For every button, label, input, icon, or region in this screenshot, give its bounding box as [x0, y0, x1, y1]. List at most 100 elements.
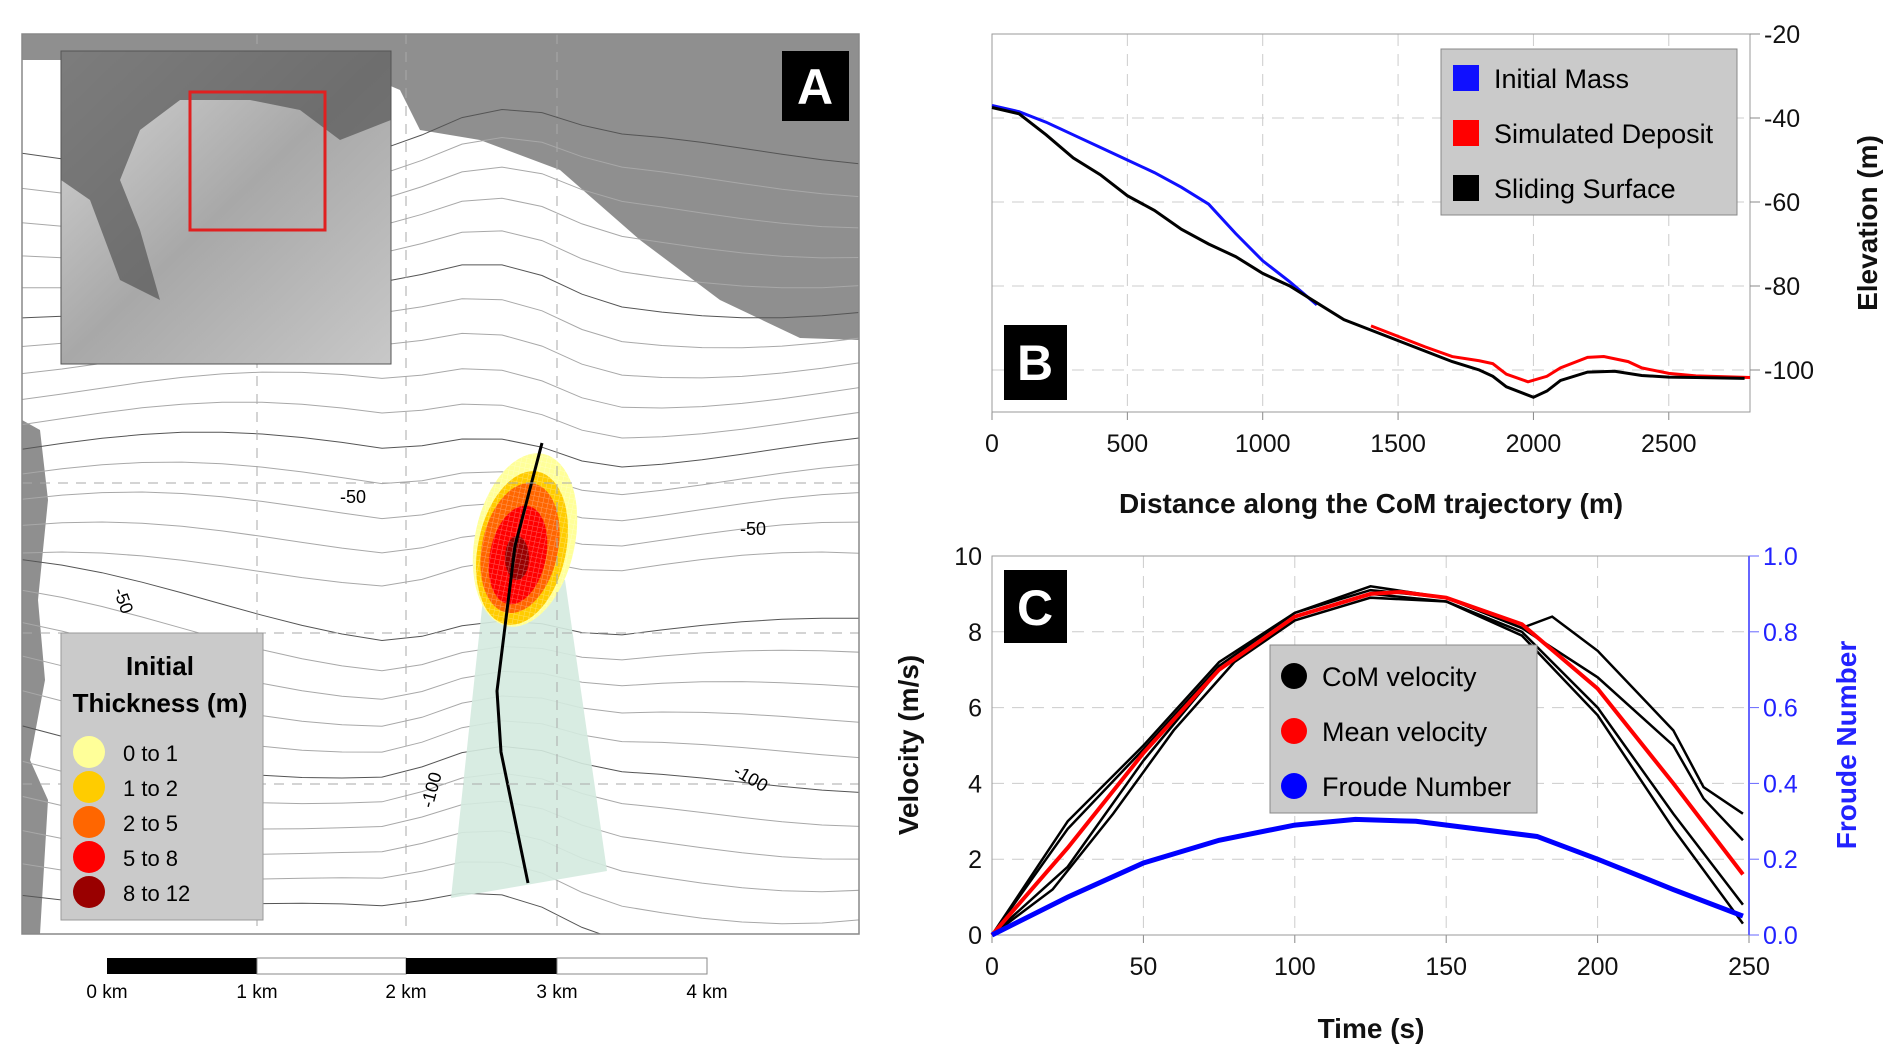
y-tick-label: -80	[1764, 273, 1800, 301]
plot-frame	[991, 33, 1751, 413]
legend-label: Froude Number	[1322, 772, 1511, 802]
y-tick-label: -60	[1764, 189, 1800, 217]
y2-tick-label: 0.4	[1763, 770, 1798, 798]
legend-swatch	[1453, 65, 1479, 91]
contour-line	[22, 521, 859, 580]
y2-tick-label: 0.0	[1763, 922, 1798, 950]
contour-line	[22, 368, 859, 409]
legend-swatch	[73, 736, 105, 768]
contour-line	[22, 491, 859, 550]
chart-panel-C: 0 50 100 150 200 250 0 2 4 6 8 10 0.0 0.2 0.4 0.6 0.8 1.0…	[893, 543, 1862, 1044]
legend-swatch	[73, 841, 105, 873]
x-tick-label: 150	[1425, 953, 1467, 981]
series-line-mean-velocity	[990, 589, 1745, 937]
x-axis-label: Time (s)	[1318, 1013, 1425, 1044]
y-tick-label: -100	[1764, 357, 1814, 385]
x-tick-label: 200	[1577, 953, 1619, 981]
panel-label: C	[1017, 580, 1053, 636]
y-tick-label: 4	[968, 770, 982, 798]
series-line-initial-mass	[991, 103, 1318, 307]
x-tick-label: 1500	[1370, 430, 1426, 458]
y-axis-label: Velocity (m/s)	[893, 655, 924, 836]
y-tick-label: 6	[968, 695, 982, 723]
scale-label: 1 km	[236, 982, 277, 1003]
x-tick-label: 100	[1274, 953, 1316, 981]
legend-swatch	[1453, 120, 1479, 146]
series-line-sliding-surface	[991, 106, 1745, 399]
legend-label: 8 to 12	[123, 881, 190, 906]
legend-swatch	[1281, 718, 1307, 744]
x-tick-label: 0	[985, 430, 999, 458]
y-tick-label: 8	[968, 619, 982, 647]
panel-label: A	[797, 59, 833, 115]
y-axis-label: Elevation (m)	[1852, 135, 1883, 311]
x-tick-label: 0	[985, 953, 999, 981]
y-tick-label: 0	[968, 922, 982, 950]
y-tick-label: -40	[1764, 105, 1800, 133]
legend-label: Simulated Deposit	[1494, 119, 1714, 149]
x-tick-label: 2500	[1641, 430, 1697, 458]
y2-tick-label: 0.8	[1763, 619, 1798, 647]
thickness-legend: Initial Thickness (m) 0 to 1 1 to 2 2 to 5…	[60, 632, 264, 921]
scale-label: 3 km	[536, 982, 577, 1003]
series-line-com-velocity	[991, 596, 1744, 936]
contour-label: -50	[340, 487, 366, 507]
panel-label-box	[1004, 325, 1067, 400]
chart-panel-B: 0 500 1000 1500 2000 2500 -20 -40 -60 -80 -100 Init…	[985, 21, 1883, 519]
scale-bar: 0 km 1 km 2 km 3 km 4 km	[86, 957, 728, 1003]
legend-label: CoM velocity	[1322, 662, 1477, 692]
y-tick-label: -20	[1764, 21, 1800, 49]
y2-axis-label: Froude Number	[1831, 641, 1862, 850]
legend-title: Thickness (m)	[73, 688, 248, 718]
com-trajectory	[495, 442, 544, 884]
legend-swatch	[73, 771, 105, 803]
series-line-simulated-deposit	[1370, 324, 1751, 384]
series-line-com-velocity	[990, 585, 1744, 936]
scale-label: 2 km	[385, 982, 426, 1003]
y-tick-label: 10	[954, 543, 982, 571]
series-line-com-velocity	[991, 592, 1744, 936]
x-tick-label: 50	[1129, 953, 1157, 981]
legend-swatch	[1281, 663, 1307, 689]
inset-highlight	[188, 90, 327, 232]
panel-label-box	[1004, 570, 1067, 643]
x-tick-label: 1000	[1235, 430, 1291, 458]
legend-label: Initial Mass	[1494, 64, 1629, 94]
x-tick-label: 2000	[1506, 430, 1562, 458]
y2-tick-label: 0.2	[1763, 846, 1798, 874]
series-line-com-velocity	[990, 588, 1744, 936]
legend-title: Initial	[126, 651, 194, 681]
legend-swatch	[1453, 175, 1479, 201]
x-tick-label: 250	[1728, 953, 1770, 981]
contour-line	[22, 431, 859, 468]
legend-label: 1 to 2	[123, 776, 178, 801]
y-tick-label: 2	[968, 846, 982, 874]
land-left	[22, 420, 48, 934]
panel-label: B	[1017, 335, 1053, 391]
scale-label: 4 km	[686, 982, 727, 1003]
panel-label-box	[782, 51, 849, 121]
land-top	[22, 34, 859, 340]
panel-a-map: -50 -50 -50 -100 -100 A Initial Thicknes…	[21, 33, 860, 1003]
legend-label: 5 to 8	[123, 846, 178, 871]
plot-frame	[991, 555, 1750, 936]
legend-label: 0 to 1	[123, 741, 178, 766]
legend-box	[1269, 644, 1538, 814]
contour-line	[22, 401, 859, 439]
legend-swatch	[73, 806, 105, 838]
scale-label: 0 km	[86, 982, 127, 1003]
y2-tick-label: 1.0	[1763, 543, 1798, 571]
legend-swatch	[1281, 773, 1307, 799]
legend-swatch	[73, 876, 105, 908]
x-axis-label: Distance along the CoM trajectory (m)	[1119, 488, 1623, 519]
legend-box	[1440, 48, 1738, 216]
legend-label: Mean velocity	[1322, 717, 1488, 747]
legend-label: 2 to 5	[123, 811, 178, 836]
series-line-froude-number	[990, 816, 1744, 938]
contour-label: -50	[740, 519, 766, 539]
inset-map	[60, 50, 392, 365]
contour-line	[22, 589, 859, 672]
contour-line	[22, 551, 859, 610]
runout-area	[451, 580, 607, 898]
y2-tick-label: 0.6	[1763, 695, 1798, 723]
